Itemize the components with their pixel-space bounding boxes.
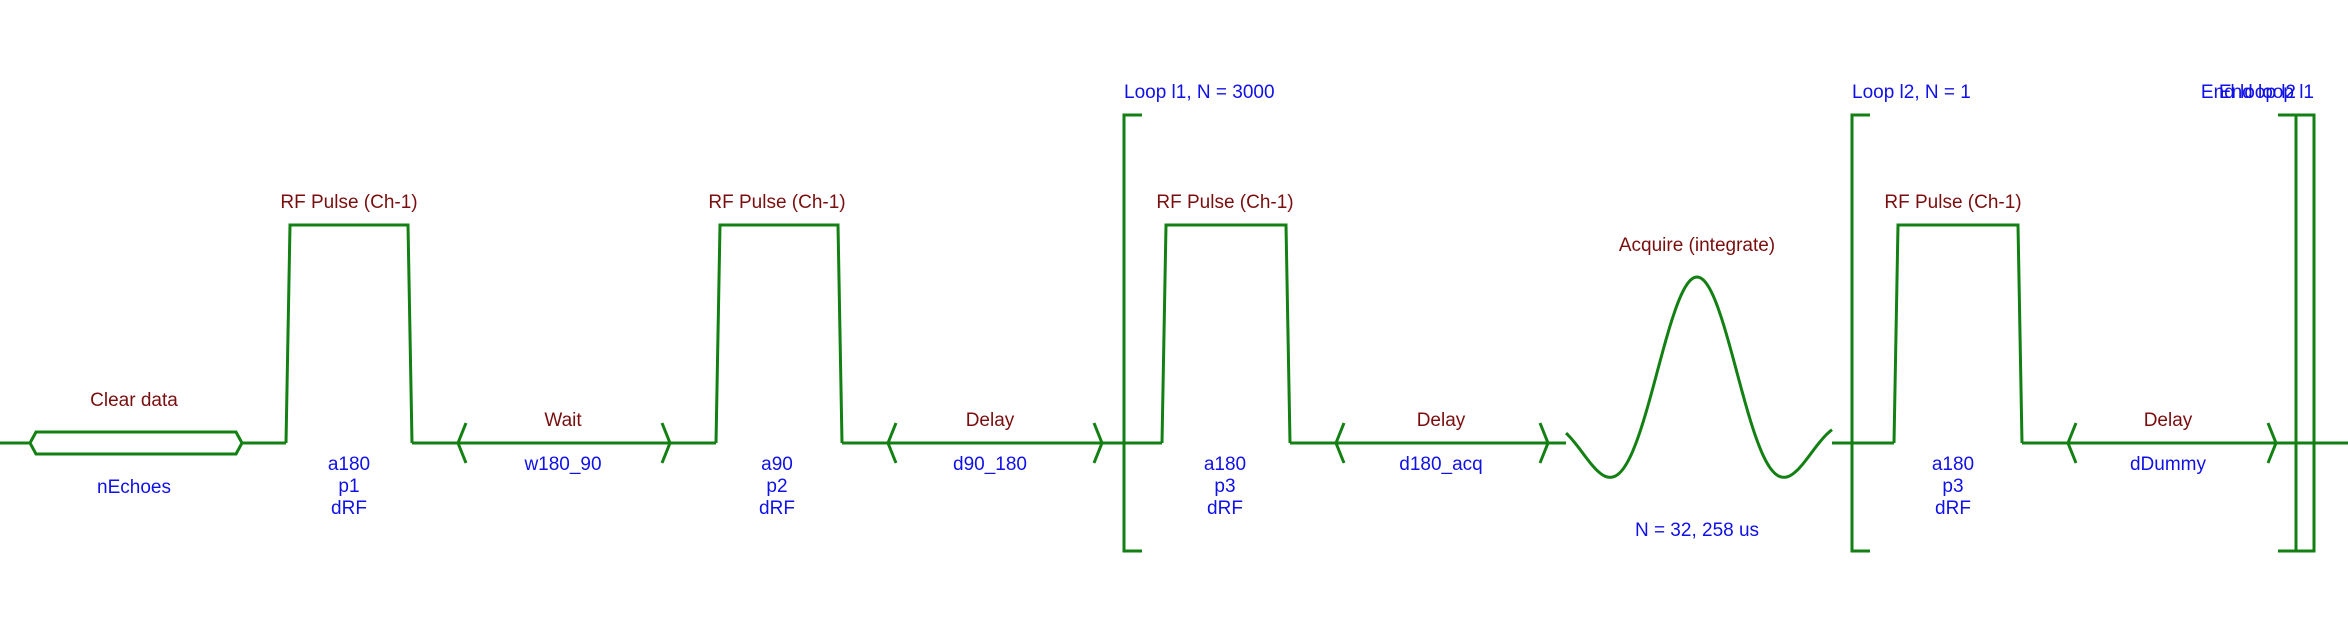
rf-pulse-3-amplitude: a180 xyxy=(1204,454,1246,475)
delay-ddummy-arrow xyxy=(2066,422,2278,464)
rf-pulse-3-duration: dRF xyxy=(1207,498,1243,519)
rf-pulse-4-label: RF Pulse (Ch-1) xyxy=(1884,192,2021,213)
delay-ddummy[interactable]: Delay dDummy xyxy=(2066,410,2278,475)
wait-delay[interactable]: Wait w180_90 xyxy=(456,410,672,475)
acquire-label: Acquire (integrate) xyxy=(1619,235,1775,256)
rf-pulse-1-length: p1 xyxy=(338,476,359,497)
rf-pulse-1-shape xyxy=(284,223,414,444)
rf-pulse-1-duration: dRF xyxy=(331,498,367,519)
rf-pulse-3[interactable]: RF Pulse (Ch-1) a180 p3 dRF xyxy=(1156,192,1293,519)
rf-pulse-1-amplitude: a180 xyxy=(328,454,370,475)
delay-d90-180-param: d90_180 xyxy=(953,454,1027,475)
rf-pulse-2-amplitude: a90 xyxy=(761,454,793,475)
clear-data-label: Clear data xyxy=(90,390,178,411)
wait-delay-param: w180_90 xyxy=(523,454,601,475)
rf-pulse-1-label: RF Pulse (Ch-1) xyxy=(280,192,417,213)
loop-l2-end-bracket xyxy=(2278,113,2298,553)
rf-pulse-2[interactable]: RF Pulse (Ch-1) a90 p2 dRF xyxy=(708,192,845,519)
loop-l2-end[interactable]: End loop l2 xyxy=(2201,82,2298,553)
acquire-waveform xyxy=(1564,275,1833,479)
clear-data-shape xyxy=(28,430,244,456)
loop-l2-start-bracket xyxy=(1850,113,1870,553)
delay-ddummy-param: dDummy xyxy=(2130,454,2207,475)
delay-d90-180-label: Delay xyxy=(966,410,1015,431)
delay-d180-acq-param: d180_acq xyxy=(1399,454,1482,475)
rf-pulse-3-label: RF Pulse (Ch-1) xyxy=(1156,192,1293,213)
delay-ddummy-label: Delay xyxy=(2144,410,2193,431)
rf-pulse-4-duration: dRF xyxy=(1935,498,1971,519)
delay-d90-180[interactable]: Delay d90_180 xyxy=(886,410,1104,475)
delay-d180-acq-label: Delay xyxy=(1417,410,1466,431)
clear-data-param: nEchoes xyxy=(97,477,171,498)
loop-l2-end-label: End loop l2 xyxy=(2201,82,2296,103)
wait-delay-arrow xyxy=(456,422,672,464)
rf-pulse-4[interactable]: RF Pulse (Ch-1) a180 p3 dRF xyxy=(1884,192,2024,519)
loop-l2-start-label: Loop l2, N = 1 xyxy=(1852,82,1971,103)
loop-l1-end[interactable]: End loop l1 xyxy=(2219,82,2316,553)
delay-d180-acq-arrow xyxy=(1334,422,1550,464)
rf-pulse-2-label: RF Pulse (Ch-1) xyxy=(708,192,845,213)
loop-l1-end-label: End loop l1 xyxy=(2219,82,2314,103)
rf-pulse-4-shape xyxy=(1892,223,2024,444)
acquire-param: N = 32, 258 us xyxy=(1635,520,1759,541)
rf-pulse-4-amplitude: a180 xyxy=(1932,454,1974,475)
loop-l1-start-label: Loop l1, N = 3000 xyxy=(1124,82,1275,103)
rf-pulse-4-length: p3 xyxy=(1942,476,1963,497)
rf-pulse-2-length: p2 xyxy=(766,476,787,497)
loop-l2-start[interactable]: Loop l2, N = 1 xyxy=(1850,82,1971,553)
rf-pulse-1[interactable]: RF Pulse (Ch-1) a180 p1 dRF xyxy=(280,192,417,519)
rf-pulse-2-shape xyxy=(714,223,844,444)
loop-l1-start-bracket xyxy=(1122,113,1142,553)
acquire-block[interactable]: Acquire (integrate) N = 32, 258 us xyxy=(1564,235,1833,541)
loop-l1-end-bracket xyxy=(2296,113,2316,553)
delay-d180-acq[interactable]: Delay d180_acq xyxy=(1334,410,1550,475)
rf-pulse-3-length: p3 xyxy=(1214,476,1235,497)
wait-delay-label: Wait xyxy=(544,410,582,431)
loop-l1-start[interactable]: Loop l1, N = 3000 xyxy=(1122,82,1275,553)
rf-pulse-2-duration: dRF xyxy=(759,498,795,519)
clear-data-block[interactable]: Clear data nEchoes xyxy=(28,390,244,498)
rf-pulse-3-shape xyxy=(1160,223,1292,444)
